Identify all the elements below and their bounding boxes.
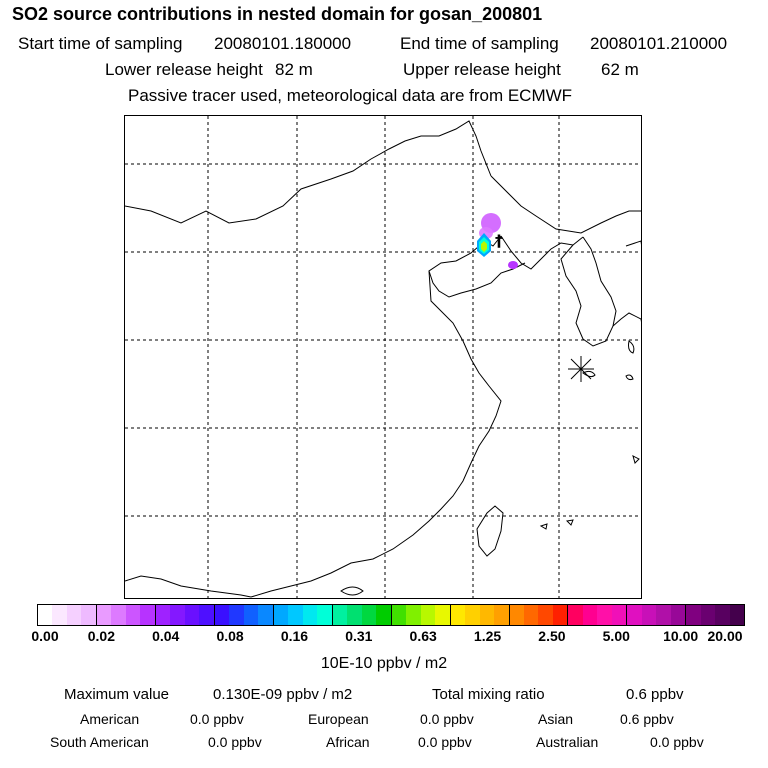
colorbar-tick-label: 20.00 xyxy=(707,628,743,644)
colorbar-swatch xyxy=(390,605,407,625)
region-value: 0.0 ppbv xyxy=(418,734,472,750)
start-time-value: 20080101.180000 xyxy=(214,34,352,53)
colorbar-swatch xyxy=(184,605,200,625)
coastline-outlines xyxy=(125,120,641,598)
end-time-label: End time of sampling xyxy=(400,34,559,53)
so2-plume xyxy=(477,213,518,269)
colorbar-swatch xyxy=(729,605,745,625)
colorbar-swatch xyxy=(641,605,657,625)
region-value: 0.0 ppbv xyxy=(190,711,244,727)
figure-title: SO2 source contributions in nested domai… xyxy=(12,4,543,24)
colorbar-swatch xyxy=(552,605,568,625)
start-time-label: Start time of sampling xyxy=(18,34,183,53)
colorbar-swatch xyxy=(597,605,612,625)
colorbar-swatch xyxy=(199,605,214,625)
colorbar-swatch xyxy=(685,605,701,625)
colorbar-swatch xyxy=(435,605,450,625)
colorbar-swatch xyxy=(154,605,171,625)
map-canvas: † xyxy=(125,116,641,598)
colorbar-swatch xyxy=(656,605,671,625)
receptor-asterisk-icon xyxy=(568,356,594,382)
colorbar-swatch xyxy=(243,605,259,625)
region-name: Asian xyxy=(538,711,574,727)
colorbar-tick-label: 0.31 xyxy=(345,628,373,644)
colorbar-swatch xyxy=(288,605,303,625)
region-value: 0.0 ppbv xyxy=(208,734,262,750)
colorbar-tick-label: 0.63 xyxy=(409,628,437,644)
region-name: European xyxy=(308,711,369,727)
colorbar-swatch xyxy=(626,605,642,625)
region-name: South American xyxy=(50,734,149,750)
colorbar-swatch xyxy=(715,605,730,625)
colorbar-swatch xyxy=(66,605,82,625)
region-name: Australian xyxy=(536,734,599,750)
colorbar-swatch xyxy=(229,605,244,625)
colorbar-swatch xyxy=(479,605,495,625)
colorbar-swatch xyxy=(406,605,421,625)
colorbar-tick-label: 0.08 xyxy=(216,628,244,644)
max-value-label: Maximum value xyxy=(64,686,170,703)
colorbar-swatch xyxy=(111,605,126,625)
colorbar-swatch xyxy=(52,605,67,625)
colorbar-swatch xyxy=(494,605,509,625)
source-marker: † xyxy=(495,231,503,250)
colorbar-tick-label: 0.02 xyxy=(87,628,115,644)
colorbar-swatch xyxy=(95,605,112,625)
colorbar-swatch xyxy=(81,605,96,625)
colorbar-swatch xyxy=(302,605,318,625)
colorbar-swatch xyxy=(611,605,627,625)
colorbar-swatch xyxy=(567,605,583,625)
colorbar-tick-label: 0.00 xyxy=(31,628,59,644)
region-name: American xyxy=(80,711,140,727)
colorbar-swatch xyxy=(272,605,289,625)
colorbar-swatch xyxy=(670,605,686,625)
colorbar-swatch xyxy=(376,605,391,625)
upper-release-value: 62 m xyxy=(601,60,639,79)
lower-release-label: Lower release height xyxy=(105,60,263,79)
colorbar-swatch xyxy=(420,605,436,625)
colorbar-units: 10E-10 ppbv / m2 xyxy=(320,655,448,672)
colorbar xyxy=(37,604,745,626)
colorbar-swatch xyxy=(465,605,480,625)
colorbar-swatch xyxy=(508,605,524,625)
colorbar-swatch xyxy=(449,605,466,625)
colorbar-swatch xyxy=(125,605,141,625)
map-panel: † xyxy=(124,115,642,599)
end-time-value: 20080101.210000 xyxy=(590,34,728,53)
colorbar-swatch xyxy=(170,605,185,625)
colorbar-swatch xyxy=(582,605,598,625)
colorbar-swatch xyxy=(347,605,362,625)
colorbar-tick-label: 1.25 xyxy=(473,628,502,644)
colorbar-tick-label: 0.04 xyxy=(152,628,180,644)
colorbar-tick-label: 0.16 xyxy=(280,628,309,644)
colorbar-tick-label: 10.00 xyxy=(663,628,699,644)
colorbar-tick-label: 5.00 xyxy=(602,628,630,644)
colorbar-swatch xyxy=(258,605,273,625)
colorbar-swatch xyxy=(538,605,553,625)
region-name: African xyxy=(326,734,370,750)
max-value: 0.130E-09 ppbv / m2 xyxy=(213,686,353,703)
region-value: 0.0 ppbv xyxy=(650,734,704,750)
region-value: 0.6 ppbv xyxy=(620,711,674,727)
colorbar-swatch xyxy=(317,605,332,625)
colorbar-swatch xyxy=(38,605,53,625)
colorbar-swatch xyxy=(523,605,539,625)
total-mixing-label: Total mixing ratio xyxy=(432,686,545,703)
lower-release-value: 82 m xyxy=(275,60,313,79)
colorbar-swatch xyxy=(700,605,716,625)
colorbar-tick-label: 2.50 xyxy=(538,628,566,644)
colorbar-swatch xyxy=(140,605,155,625)
region-value: 0.0 ppbv xyxy=(420,711,474,727)
map-gridlines xyxy=(125,116,641,598)
colorbar-swatch xyxy=(213,605,230,625)
colorbar-swatch xyxy=(331,605,348,625)
upper-release-label: Upper release height xyxy=(403,60,561,79)
colorbar-swatch xyxy=(361,605,377,625)
data-source-note: Passive tracer used, meteorological data… xyxy=(128,86,573,105)
total-mixing-value: 0.6 ppbv xyxy=(626,686,684,703)
